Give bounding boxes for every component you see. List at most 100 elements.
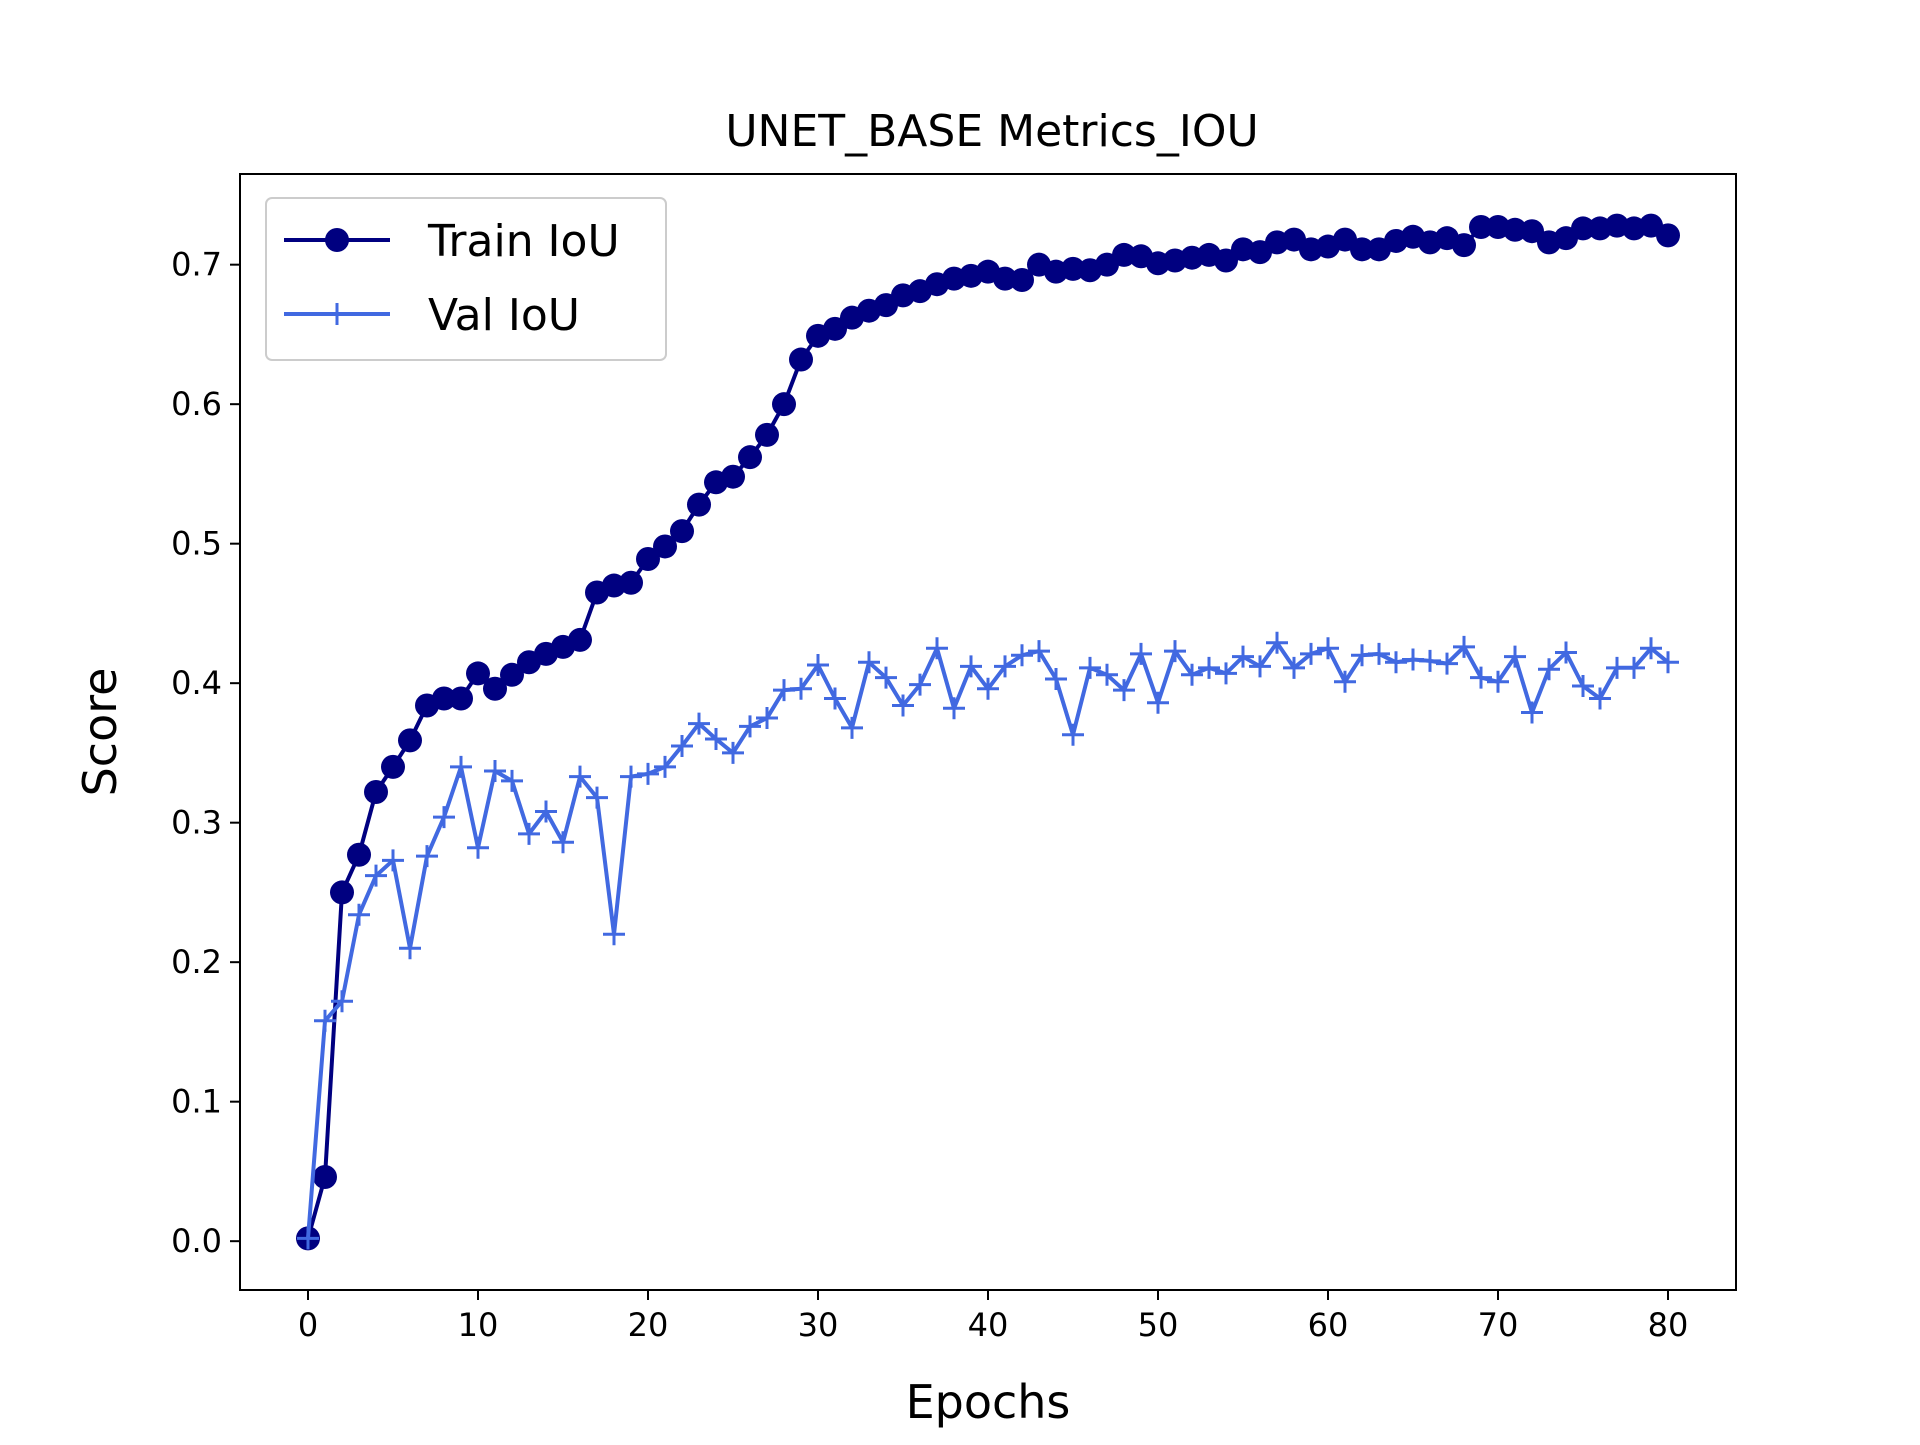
- data-point-val-iou: [1215, 662, 1237, 685]
- data-point-val-iou: [1045, 667, 1067, 690]
- x-tick-label: 30: [798, 1306, 839, 1344]
- data-point-val-iou: [824, 687, 846, 710]
- data-point-val-iou: [1028, 640, 1050, 663]
- data-point-val-iou: [1334, 670, 1356, 693]
- series-val-iou: [297, 631, 1679, 1250]
- data-point-val-iou: [722, 741, 744, 764]
- data-point-val-iou: [314, 1009, 336, 1032]
- data-point-val-iou: [416, 845, 438, 868]
- y-axis: 0.0 0.1 0.2 0.3 0.4 0.5 0.6 0.7: [171, 246, 240, 1260]
- data-point-val-iou: [518, 822, 540, 845]
- data-point-train-iou: [789, 347, 813, 372]
- x-tick-label: 80: [1648, 1306, 1689, 1344]
- data-point-val-iou: [1266, 631, 1288, 654]
- data-point-train-iou: [1656, 223, 1680, 248]
- x-tick-label: 70: [1478, 1306, 1519, 1344]
- x-tick-label: 20: [628, 1306, 669, 1344]
- data-point-val-iou: [705, 727, 727, 750]
- data-point-val-iou: [331, 990, 353, 1013]
- legend-label-train: Train IoU: [427, 216, 620, 267]
- data-point-train-iou: [347, 842, 371, 867]
- data-point-val-iou: [1385, 651, 1407, 674]
- data-point-val-iou: [1147, 691, 1169, 714]
- data-point-val-iou: [1589, 687, 1611, 710]
- data-point-val-iou: [433, 806, 455, 829]
- data-point-val-iou: [1555, 641, 1577, 664]
- data-point-train-iou: [755, 422, 779, 447]
- data-point-val-iou: [1062, 723, 1084, 746]
- data-point-train-iou: [738, 445, 762, 470]
- data-point-train-iou: [449, 686, 473, 711]
- data-point-train-iou: [483, 676, 507, 701]
- data-point-train-iou: [619, 570, 643, 595]
- series-layer: [296, 213, 1680, 1251]
- data-point-val-iou: [1130, 642, 1152, 665]
- data-point-train-iou: [687, 492, 711, 517]
- data-point-val-iou: [501, 769, 523, 792]
- data-point-val-iou: [569, 765, 591, 788]
- data-point-val-iou: [807, 654, 829, 677]
- data-point-val-iou: [1300, 642, 1322, 665]
- data-point-val-iou: [1572, 674, 1594, 697]
- data-point-train-iou: [466, 661, 490, 686]
- data-point-val-iou: [909, 673, 931, 696]
- x-tick-label: 50: [1138, 1306, 1179, 1344]
- data-point-val-iou: [1181, 663, 1203, 686]
- data-point-train-iou: [1214, 248, 1238, 273]
- data-point-train-iou: [364, 779, 388, 804]
- data-point-val-iou: [1538, 658, 1560, 681]
- data-point-val-iou: [1113, 679, 1135, 702]
- data-point-val-iou: [1011, 644, 1033, 667]
- data-point-val-iou: [535, 800, 557, 823]
- data-point-val-iou: [1436, 652, 1458, 675]
- data-point-val-iou: [841, 716, 863, 739]
- data-point-train-iou: [653, 534, 677, 559]
- data-point-val-iou: [892, 694, 914, 717]
- data-point-val-iou: [1283, 656, 1305, 679]
- data-point-val-iou: [943, 697, 965, 720]
- data-point-train-iou: [772, 392, 796, 417]
- series-train-iou: [296, 213, 1680, 1251]
- x-tick-label: 40: [968, 1306, 1009, 1344]
- data-point-train-iou: [670, 519, 694, 544]
- data-point-train-iou: [381, 754, 405, 779]
- data-point-val-iou: [1232, 645, 1254, 668]
- data-point-val-iou: [1079, 656, 1101, 679]
- data-point-train-iou: [568, 627, 592, 652]
- y-tick-label: 0.1: [171, 1083, 222, 1121]
- data-point-val-iou: [1368, 642, 1390, 665]
- data-point-val-iou: [1453, 635, 1475, 658]
- data-point-val-iou: [637, 762, 659, 785]
- data-point-val-iou: [739, 715, 761, 738]
- data-point-val-iou: [1198, 656, 1220, 679]
- data-point-train-iou: [1350, 237, 1374, 262]
- data-point-train-iou: [636, 547, 660, 572]
- y-tick-label: 0.7: [171, 246, 222, 284]
- data-point-val-iou: [875, 666, 897, 689]
- data-point-val-iou: [790, 677, 812, 700]
- data-point-train-iou: [500, 662, 524, 687]
- data-point-train-iou: [313, 1165, 337, 1190]
- x-tick-label: 10: [458, 1306, 499, 1344]
- plot-area: 0 10 20 30 40 50 60 70 80 0.00.10.20.30.40.50.60…: [171, 173, 1737, 1344]
- data-point-train-iou: [398, 728, 422, 753]
- legend: Train IoU Val IoU: [265, 197, 667, 361]
- y-tick-label: 0.5: [171, 525, 222, 563]
- data-point-val-iou: [1504, 645, 1526, 668]
- data-point-val-iou: [552, 831, 574, 854]
- data-point-val-iou: [382, 849, 404, 872]
- x-tick-label: 0: [298, 1306, 318, 1344]
- data-point-train-iou: [1010, 268, 1034, 293]
- data-point-val-iou: [399, 937, 421, 960]
- data-point-val-iou: [348, 903, 370, 926]
- y-tick-label: 0.3: [171, 804, 222, 842]
- data-point-val-iou: [1164, 640, 1186, 663]
- x-axis-label: Epochs: [906, 1375, 1071, 1429]
- data-point-train-iou: [432, 686, 456, 711]
- data-point-val-iou: [654, 755, 676, 778]
- data-point-val-iou: [1521, 701, 1543, 724]
- data-point-val-iou: [1317, 637, 1339, 660]
- data-point-val-iou: [977, 677, 999, 700]
- data-point-train-iou: [1469, 215, 1493, 240]
